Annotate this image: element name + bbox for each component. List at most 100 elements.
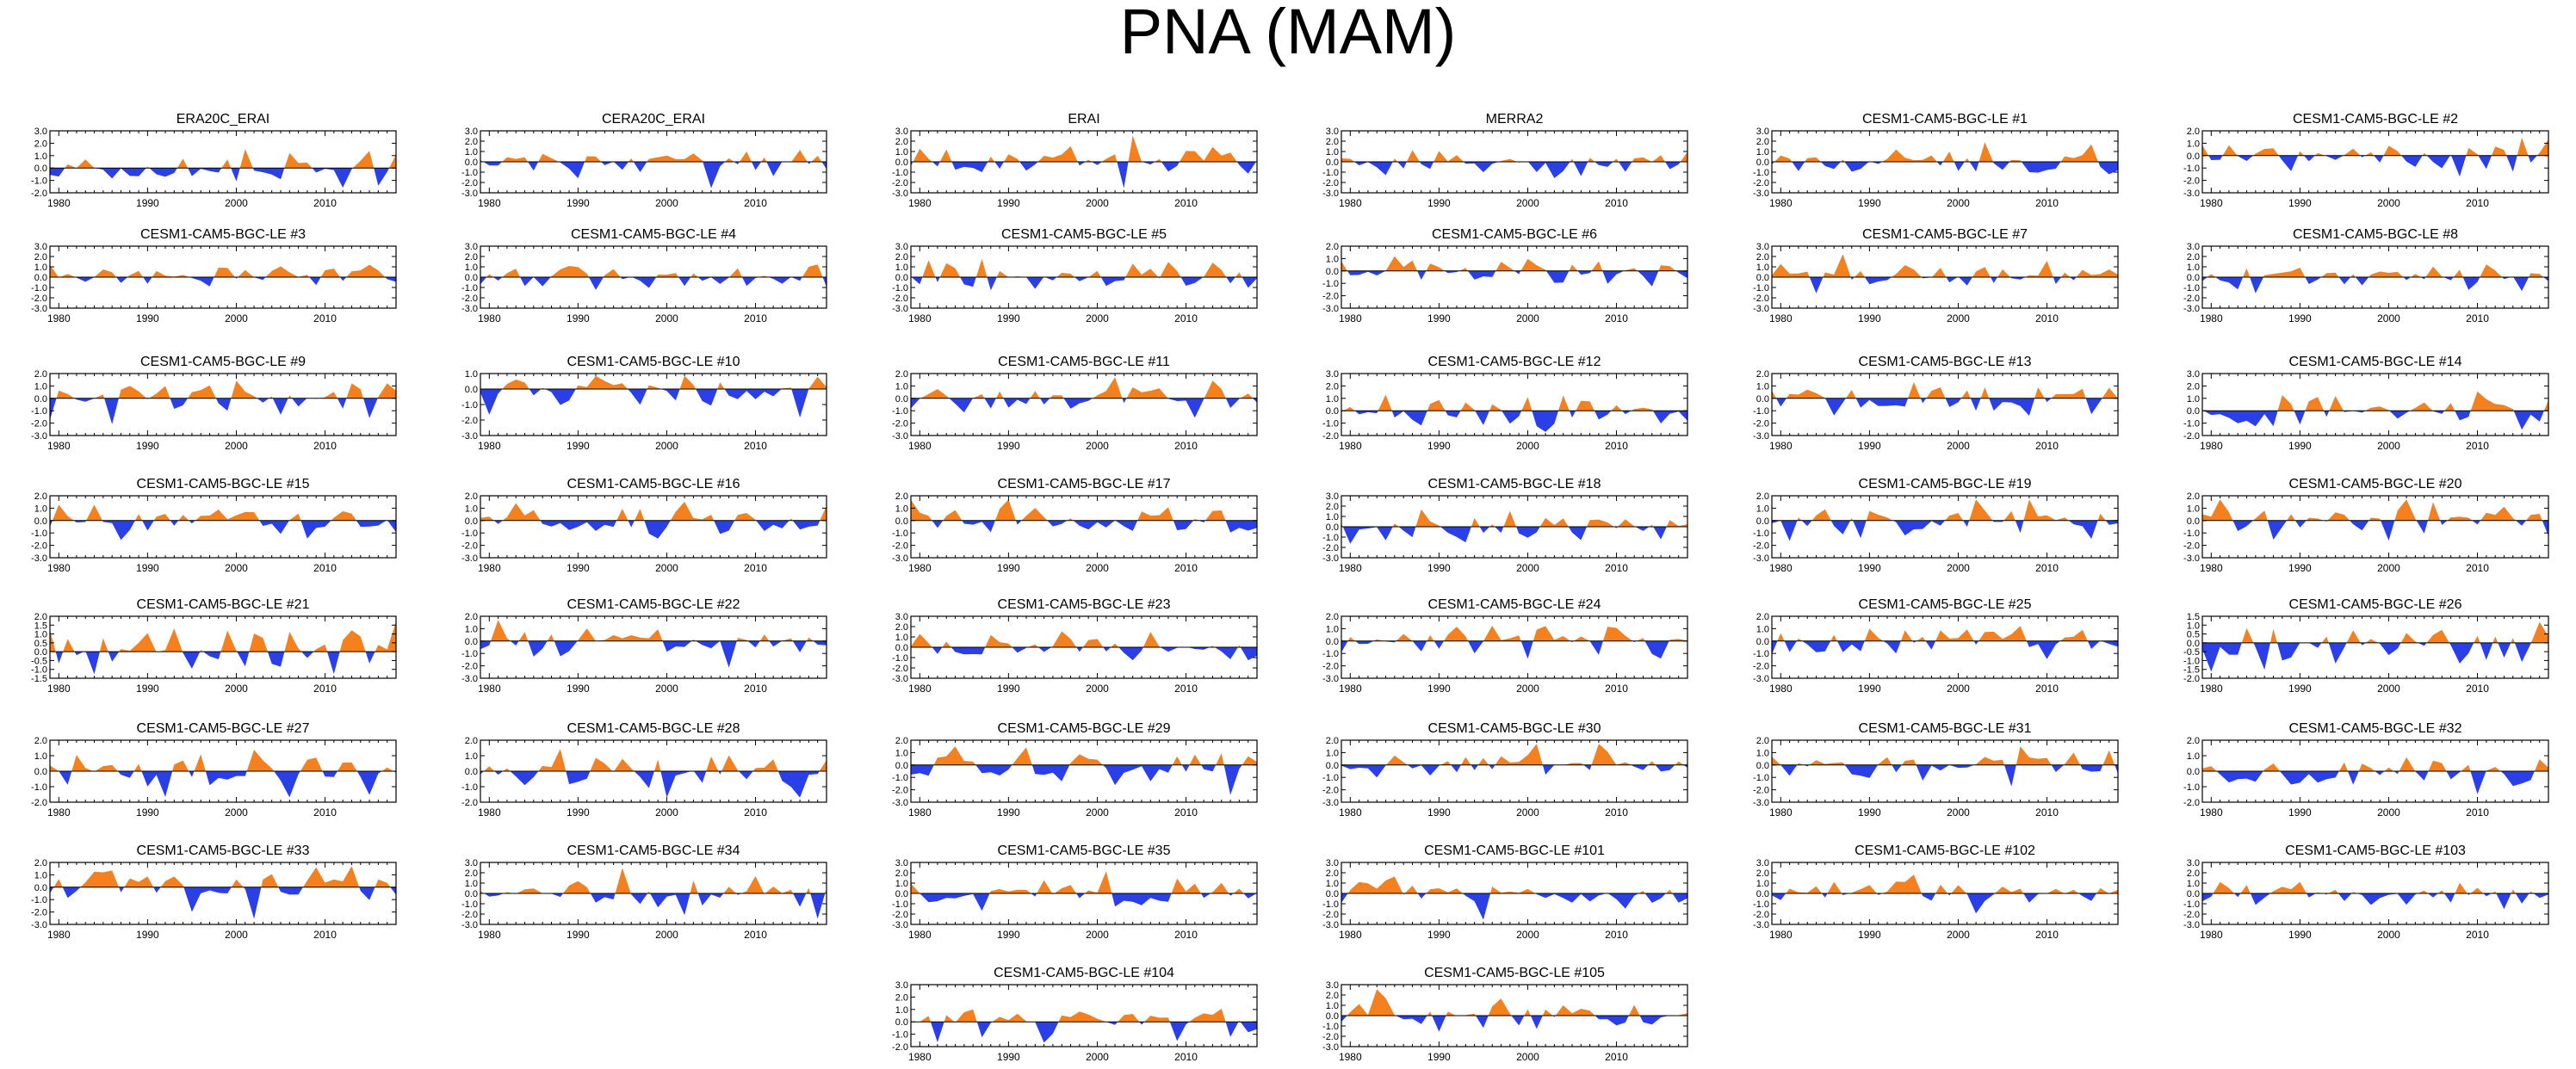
y-tick-label: 3.0 <box>465 242 478 252</box>
y-tick-label: -1.0 <box>31 176 47 187</box>
y-tick-label: 2.0 <box>2187 491 2200 502</box>
y-tick-label: 2.0 <box>2187 868 2200 879</box>
x-tick-label: 1990 <box>1427 440 1451 452</box>
x-tick-label: 2000 <box>1086 440 1109 452</box>
x-tick-label: 1990 <box>997 929 1020 941</box>
y-tick-label: 3.0 <box>1326 858 1339 868</box>
y-tick-label: -3.0 <box>31 553 47 564</box>
x-tick-label: 2010 <box>1174 440 1198 452</box>
x-tick-label: 2000 <box>225 440 248 452</box>
panel: CESM1-CAM5-BGC-LE #25 2.0 1.0 0.0 -1.0 -2.0 -3… <box>1753 597 2119 695</box>
positive-area <box>1772 254 2118 277</box>
panel-title: CESM1-CAM5-BGC-LE #31 <box>1859 721 2032 736</box>
y-tick-label: -2.0 <box>2183 798 2200 808</box>
y-tick-label: 1.5 <box>34 621 47 631</box>
y-tick-label: 0.0 <box>2187 151 2200 162</box>
x-tick-label: 1980 <box>478 312 501 324</box>
x-tick-label: 1990 <box>997 806 1020 819</box>
y-tick-label: 1.0 <box>1756 624 1769 634</box>
panel-title: MERRA2 <box>1486 112 1544 127</box>
figure-title: PNA (MAM) <box>1119 0 1457 67</box>
y-tick-label: -3.0 <box>461 920 478 930</box>
y-tick-label: 1.0 <box>34 751 47 762</box>
y-tick-label: -1.0 <box>1322 899 1339 910</box>
y-tick-label: 0.0 <box>2187 767 2200 777</box>
x-tick-label: 1980 <box>478 440 501 452</box>
x-tick-label: 2010 <box>1605 929 1628 941</box>
x-tick-label: 1980 <box>478 929 501 941</box>
negative-area <box>50 771 396 798</box>
negative-area <box>1341 893 1687 920</box>
panel: CESM1-CAM5-BGC-LE #105 3.02.01.00.0-1.0-2… <box>1322 966 1688 1063</box>
positive-area <box>911 258 1257 277</box>
x-tick-label: 1990 <box>997 1051 1020 1063</box>
y-tick-label: -2.0 <box>461 910 478 920</box>
x-tick-label: 2010 <box>2466 929 2489 941</box>
positive-area <box>911 871 1257 893</box>
negative-area <box>2202 771 2548 794</box>
y-tick-label: 3.0 <box>1326 980 1339 991</box>
panel: CESM1-CAM5-BGC-LE #282.01.00.0-1.0-2.019… <box>461 721 827 819</box>
positive-area <box>911 499 1226 521</box>
y-tick-label: -3.0 <box>892 798 908 808</box>
y-tick-label: 3.0 <box>895 858 908 868</box>
x-tick-label: 2000 <box>655 683 678 695</box>
x-tick-label: 1990 <box>1427 312 1451 324</box>
y-tick-label: -2.0 <box>31 798 47 808</box>
panel-title: CESM1-CAM5-BGC-LE #3 <box>140 227 306 242</box>
x-tick-label: 1980 <box>2200 806 2223 819</box>
panel: CESM1-CAM5-BGC-LE #24 2.0 1.0 0.0 -1.0 -2.0 -3… <box>1322 597 1688 695</box>
y-tick-label: 0.0 <box>2187 889 2200 899</box>
y-tick-label: 0.0 <box>465 158 478 168</box>
panel-title: CESM1-CAM5-BGC-LE #30 <box>1428 721 1601 736</box>
x-tick-label: 1990 <box>1427 197 1451 209</box>
y-tick-label: 2.0 <box>1326 736 1339 746</box>
y-tick-label: -2.0 <box>1322 178 1339 188</box>
y-tick-label: -2.0 <box>31 294 47 304</box>
panel: CESM1-CAM5-BGC-LE #104 3.02.0 1.00.0 -1.0-2… <box>892 966 1258 1063</box>
positive-area <box>53 866 391 887</box>
y-tick-label: 1.0 <box>895 504 908 514</box>
positive-area <box>1772 746 2115 765</box>
y-tick-label: -1.0 <box>1753 406 1769 417</box>
y-tick-label: -2.0 <box>892 664 908 674</box>
panel: CESM1-CAM5-BGC-LE #101 3.02.01.00.0-1.0-2… <box>1322 843 1688 941</box>
positive-area <box>1341 876 1687 893</box>
x-tick-label: 2000 <box>1947 562 1970 574</box>
negative-area <box>480 520 827 539</box>
panel: CESM1-CAM5-BGC-LE #17 2.0 1.0 0.0-1.0 -2.0-3… <box>892 477 1258 574</box>
panel: CESM1-CAM5-BGC-LE #102 3.02.01.00.0-1.0-2… <box>1753 843 2119 941</box>
x-tick-label: 2010 <box>1174 683 1198 695</box>
x-tick-label: 1980 <box>1769 197 1793 209</box>
positive-area <box>50 149 396 169</box>
x-tick-label: 1980 <box>47 440 71 452</box>
x-tick-label: 1980 <box>908 312 932 324</box>
x-tick-label: 2010 <box>1605 197 1628 209</box>
x-tick-label: 2000 <box>2377 562 2400 574</box>
y-tick-label: 2.0 <box>34 736 47 746</box>
y-tick-label: -2.0 <box>31 188 47 199</box>
y-tick-label: -1.0 <box>1753 168 1769 178</box>
y-tick-label: -2.0 <box>461 416 478 426</box>
y-tick-label: 1.0 <box>1326 1001 1339 1011</box>
x-tick-label: 2000 <box>1947 929 1970 941</box>
negative-area <box>1772 640 2118 659</box>
x-tick-label: 2010 <box>744 806 767 819</box>
y-tick-label: 3.0 <box>1756 127 1769 137</box>
x-tick-label: 1980 <box>1339 562 1362 574</box>
panel-title: CESM1-CAM5-BGC-LE #5 <box>1001 227 1167 242</box>
y-tick-label: 1.0 <box>465 263 478 273</box>
x-tick-label: 2000 <box>1516 929 1539 941</box>
panel: CESM1-CAM5-BGC-LE #34 3.02.01.00.0-1.0-2.… <box>461 843 827 941</box>
x-tick-label: 1980 <box>2200 197 2223 209</box>
x-tick-label: 1990 <box>1858 440 1881 452</box>
x-tick-label: 1980 <box>1339 440 1362 452</box>
y-tick-label: -3.0 <box>1322 674 1339 684</box>
x-tick-label: 1990 <box>997 197 1020 209</box>
y-tick-label: -1.0 <box>1322 773 1339 783</box>
y-tick-label: -1.0 <box>31 782 47 793</box>
x-tick-label: 1990 <box>1427 806 1451 819</box>
x-tick-label: 2000 <box>1516 562 1539 574</box>
y-tick-label: -3.0 <box>2183 188 2200 199</box>
y-tick-label: 1.0 <box>465 879 478 889</box>
